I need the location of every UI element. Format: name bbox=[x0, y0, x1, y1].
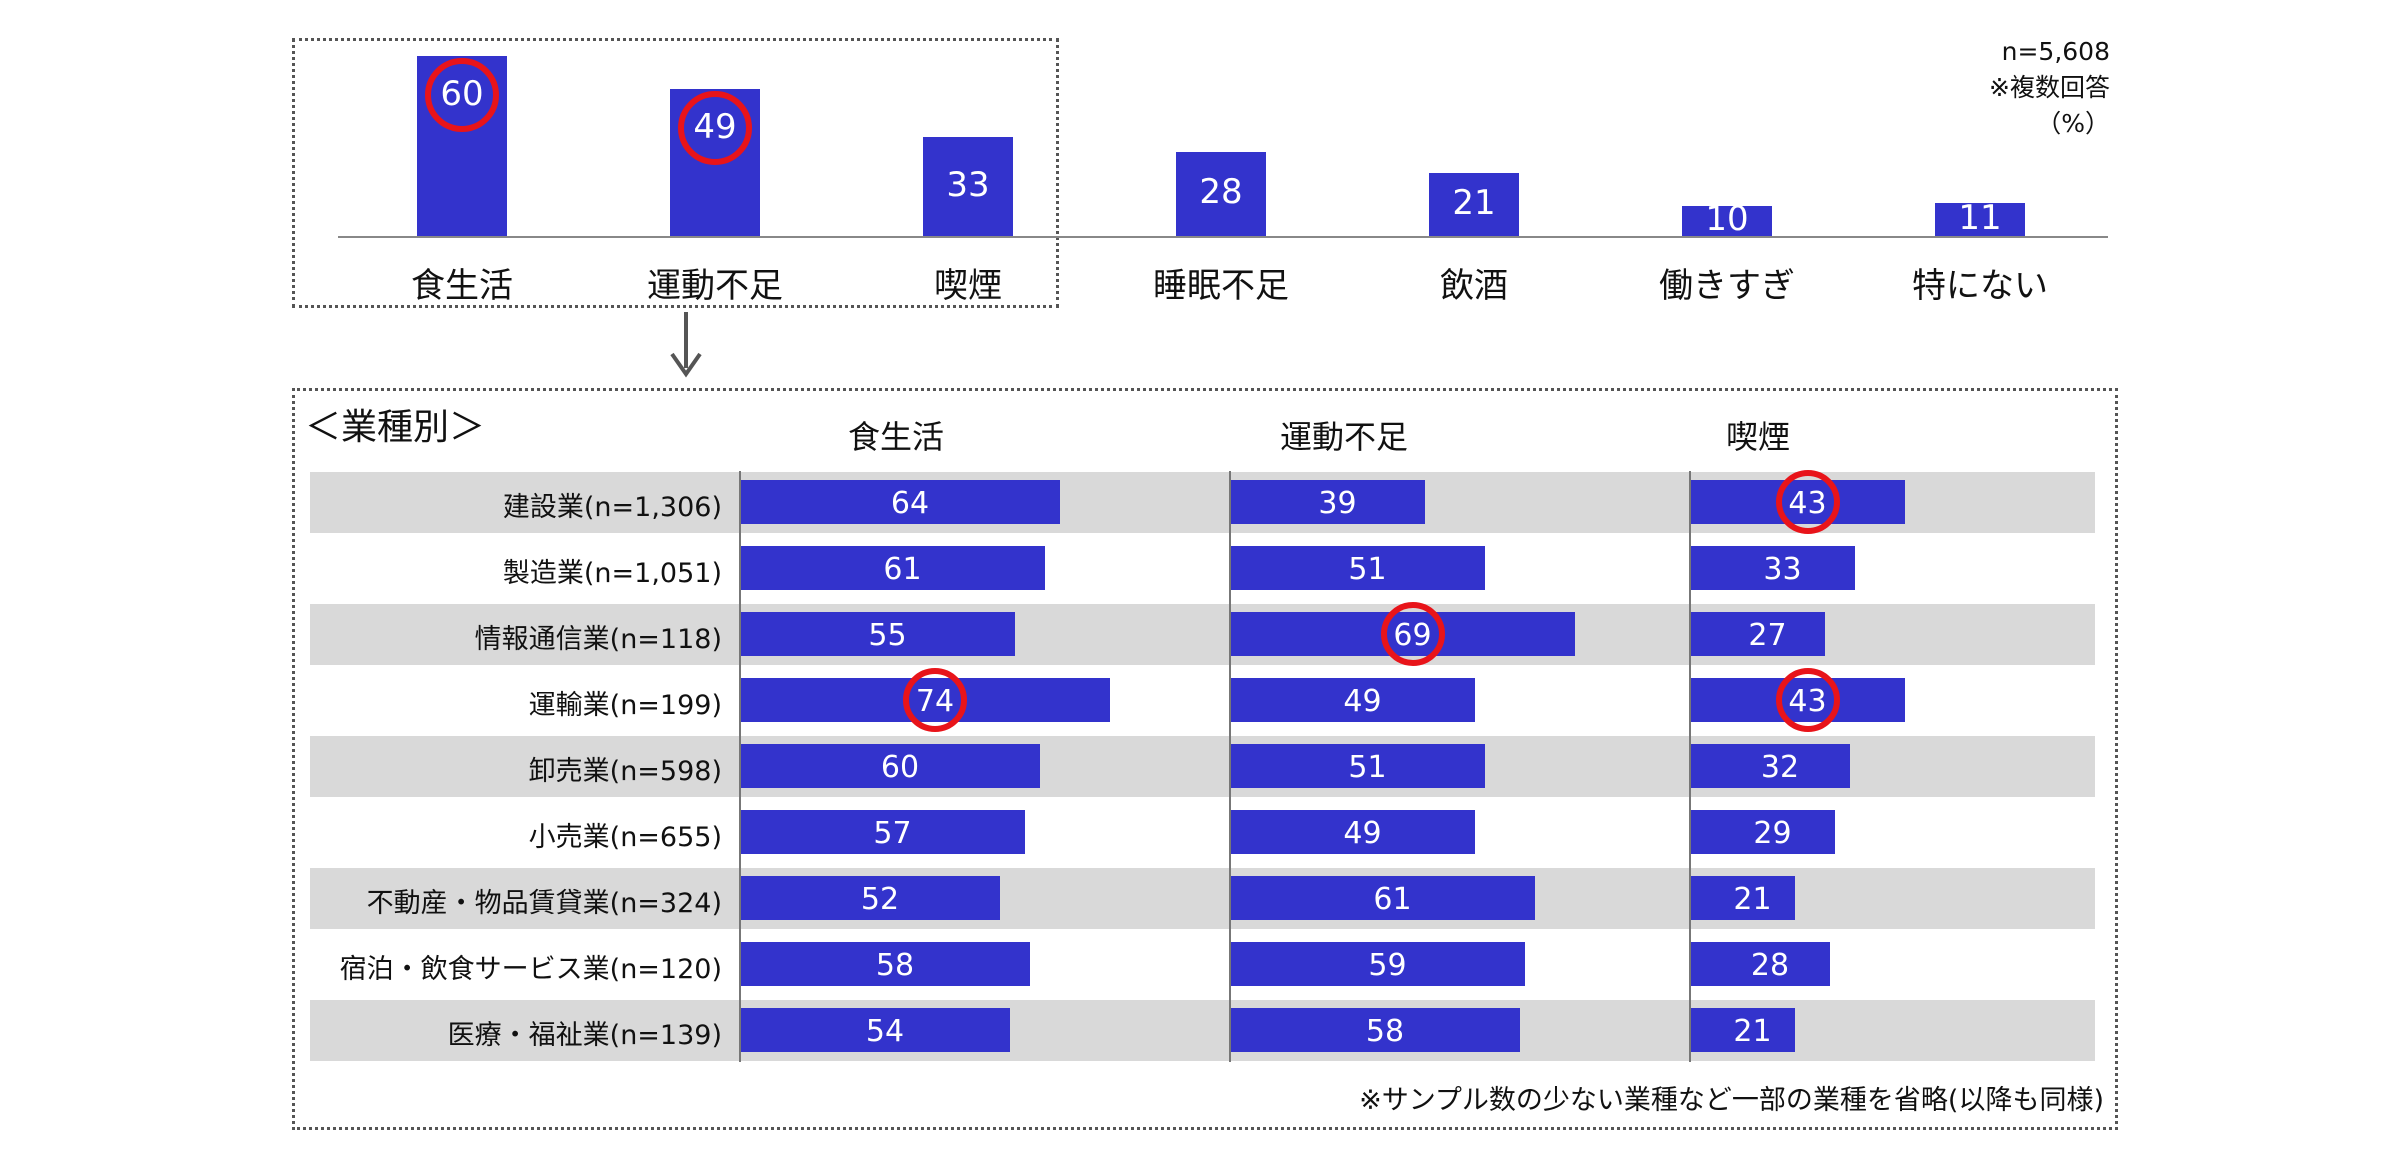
down-arrow-icon bbox=[670, 312, 702, 378]
industry-bar bbox=[1230, 678, 1475, 722]
industry-bar bbox=[1690, 1008, 1795, 1052]
overall-bar bbox=[1176, 152, 1266, 236]
industry-bar bbox=[740, 942, 1030, 986]
industry-value-label: 54 bbox=[865, 1014, 905, 1049]
industry-label: 運輸業(n=199) bbox=[528, 690, 722, 721]
overall-category-label: 飲酒 bbox=[1440, 266, 1508, 306]
industry-value-label: 29 bbox=[1753, 816, 1792, 851]
industry-bar bbox=[740, 612, 1015, 656]
industry-bar bbox=[740, 480, 1060, 524]
industry-bar bbox=[1230, 876, 1535, 920]
industry-value-label: 61 bbox=[1373, 882, 1412, 917]
industry-label: 小売業(n=655) bbox=[528, 822, 722, 853]
column-header: 喫煙 bbox=[1726, 418, 1791, 456]
sample-size: n=5,608 bbox=[2001, 37, 2110, 66]
overall-category-label: 運動不足 bbox=[647, 266, 783, 306]
unit-label: （%） bbox=[2036, 109, 2110, 138]
industry-value-label: 32 bbox=[1760, 750, 1800, 785]
industry-bar bbox=[1230, 546, 1485, 590]
top-highlight-frame bbox=[292, 38, 1059, 308]
industry-value-label: 58 bbox=[875, 948, 915, 983]
industry-label: 卸売業(n=598) bbox=[528, 756, 722, 787]
industry-value-label: 59 bbox=[1368, 948, 1407, 983]
industry-value-label: 51 bbox=[1348, 750, 1387, 785]
industry-axis-line bbox=[1229, 471, 1231, 1062]
industry-bar bbox=[740, 876, 1000, 920]
industry-bar bbox=[1230, 480, 1425, 524]
industry-label: 建設業(n=1,306) bbox=[502, 492, 722, 523]
industry-bar bbox=[740, 546, 1045, 590]
industry-label: 不動産・物品賃貸業(n=324) bbox=[366, 888, 722, 919]
highlight-circle bbox=[425, 58, 499, 132]
overall-category-label: 働きすぎ bbox=[1659, 266, 1795, 306]
industry-value-label: 49 bbox=[1343, 816, 1382, 851]
industry-value-label: 39 bbox=[1318, 486, 1357, 521]
industry-value-label: 21 bbox=[1733, 882, 1772, 917]
overall-category-label: 喫煙 bbox=[934, 266, 1002, 306]
column-header: 食生活 bbox=[848, 418, 945, 456]
footnote: ※サンプル数の少ない業種など一部の業種を省略(以降も同様) bbox=[1359, 1085, 2104, 1116]
highlight-circle bbox=[1775, 470, 1840, 534]
overall-value-label: 11 bbox=[1958, 197, 2002, 238]
industry-bar bbox=[740, 744, 1040, 788]
industry-bar bbox=[1230, 744, 1485, 788]
industry-bar bbox=[1690, 942, 1830, 986]
highlight-circle bbox=[1380, 602, 1445, 666]
multiple-answer-note: ※複数回答 bbox=[1989, 73, 2110, 102]
industry-value-label: 28 bbox=[1750, 948, 1790, 983]
industry-value-label: 64 bbox=[890, 486, 930, 521]
highlight-circle bbox=[903, 668, 967, 732]
industry-value-label: 27 bbox=[1748, 618, 1787, 653]
overall-value-label: 21 bbox=[1452, 182, 1496, 223]
overall-bar bbox=[1429, 173, 1519, 236]
industry-bar bbox=[1690, 810, 1835, 854]
industry-bar bbox=[1690, 876, 1795, 920]
industry-axis-line bbox=[739, 471, 741, 1062]
overall-bar bbox=[923, 137, 1013, 236]
industry-value-label: 21 bbox=[1733, 1014, 1772, 1049]
industry-value-label: 33 bbox=[1763, 552, 1802, 587]
industry-frame bbox=[292, 388, 2118, 1130]
overall-category-label: 食生活 bbox=[411, 266, 513, 306]
industry-title: ＜業種別＞ bbox=[305, 407, 486, 448]
industry-axis-line bbox=[1689, 471, 1691, 1062]
industry-bar bbox=[1690, 612, 1825, 656]
overall-baseline bbox=[338, 236, 2108, 238]
industry-bar bbox=[740, 1008, 1010, 1052]
industry-bar bbox=[740, 810, 1025, 854]
overall-bar bbox=[1682, 206, 1772, 236]
industry-value-label: 49 bbox=[1343, 684, 1382, 719]
industry-value-label: 55 bbox=[868, 618, 907, 653]
row-band bbox=[310, 1000, 2095, 1061]
highlight-circle bbox=[1775, 668, 1840, 732]
column-header: 運動不足 bbox=[1280, 418, 1409, 456]
industry-bar bbox=[1230, 1008, 1520, 1052]
overall-value-label: 10 bbox=[1705, 199, 1749, 239]
industry-value-label: 57 bbox=[873, 816, 912, 851]
industry-value-label: 51 bbox=[1348, 552, 1387, 587]
industry-value-label: 52 bbox=[860, 882, 900, 917]
overall-category-label: 特にない bbox=[1912, 266, 2048, 306]
industry-value-label: 60 bbox=[880, 750, 920, 785]
chart-notes: n=5,608 ※複数回答 （%） bbox=[1989, 34, 2110, 142]
industry-value-label: 61 bbox=[883, 552, 922, 587]
overall-category-label: 睡眠不足 bbox=[1153, 266, 1289, 306]
overall-value-label: 28 bbox=[1199, 172, 1243, 212]
industry-bar bbox=[1690, 744, 1850, 788]
industry-label: 情報通信業(n=118) bbox=[474, 624, 722, 655]
industry-bar bbox=[1230, 942, 1525, 986]
industry-label: 宿泊・飲食サービス業(n=120) bbox=[339, 954, 722, 985]
industry-bar bbox=[1690, 546, 1855, 590]
highlight-circle bbox=[678, 91, 752, 165]
industry-label: 製造業(n=1,051) bbox=[502, 558, 722, 589]
industry-bar bbox=[1230, 810, 1475, 854]
industry-value-label: 58 bbox=[1365, 1014, 1405, 1049]
row-band bbox=[310, 868, 2095, 929]
overall-bar bbox=[1935, 203, 2025, 236]
overall-value-label: 33 bbox=[946, 164, 990, 205]
industry-label: 医療・福祉業(n=139) bbox=[447, 1020, 722, 1051]
